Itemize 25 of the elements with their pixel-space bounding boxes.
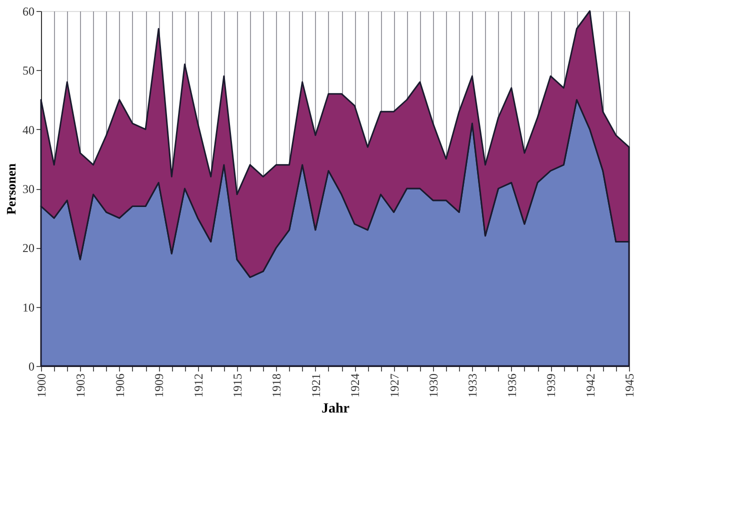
x-tick-label: 1900 [34,374,48,398]
x-tick-label: 1945 [622,374,636,398]
y-tick-label: 30 [22,182,34,196]
y-axis-title: Personen [4,162,18,215]
x-axis-title: Jahr [322,402,350,416]
y-tick-label: 60 [22,4,34,18]
x-tick-label: 1918 [270,374,284,398]
y-tick-label: 50 [22,64,34,78]
x-tick-label: 1909 [152,374,166,398]
x-tick-label: 1903 [74,374,88,398]
x-tick-label: 1939 [544,374,558,398]
y-tick-label: 20 [22,241,34,256]
y-tick-label: 40 [22,122,34,137]
x-tick-label: 1924 [348,374,362,398]
x-tick-label: 1906 [112,374,127,398]
y-tick-label: 0 [28,360,34,374]
x-tick-label: 1930 [426,374,440,398]
x-tick-label: 1927 [387,374,402,398]
y-tick-label: 10 [22,300,34,314]
x-tick-label: 1912 [191,374,206,398]
x-tick-label: 1936 [504,374,519,398]
x-tick-label: 1933 [466,374,480,398]
x-tick-label: 1915 [230,374,244,398]
x-tick-label: 1921 [308,374,323,398]
x-tick-label: 1942 [583,374,598,398]
